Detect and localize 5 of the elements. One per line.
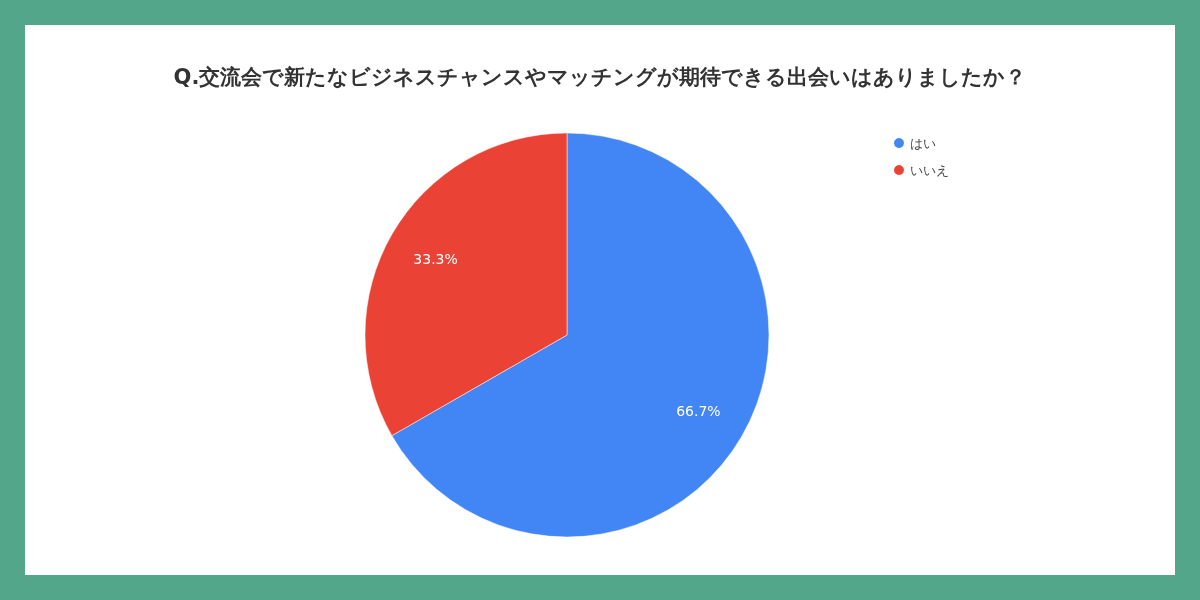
legend-label: はい <box>910 135 936 151</box>
data-label: 66.7% <box>676 403 721 420</box>
legend-label: いいえ <box>910 162 949 178</box>
chart-title: Q.交流会で新たなビジネスチャンスやマッチングが期待できる出会いはありましたか？ <box>173 64 1027 89</box>
data-label: 33.3% <box>413 250 458 267</box>
